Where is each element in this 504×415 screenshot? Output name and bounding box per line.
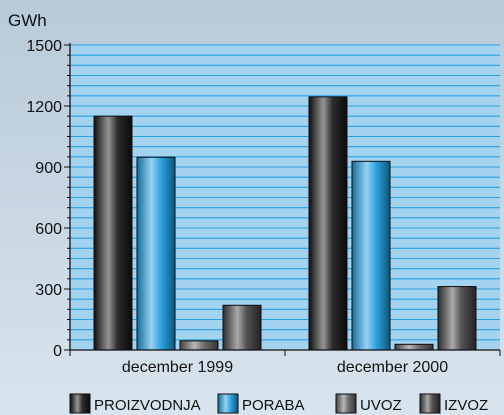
y-tick-label: 1500	[26, 38, 62, 55]
legend-label-izvoz: IZVOZ	[444, 397, 488, 414]
y-tick-label: 1200	[26, 99, 62, 116]
bars	[93, 96, 477, 351]
legend-label-uvoz: UVOZ	[360, 397, 402, 414]
bar-proizvodnja-2	[308, 96, 348, 351]
y-tick-label: 300	[35, 282, 62, 299]
y-tick-labels: 0 300 600 900 1200 1500	[26, 38, 62, 360]
y-tick-label: 600	[35, 221, 62, 238]
legend: PROIZVODNJA PORABA UVOZ IZVOZ	[69, 393, 488, 414]
x-category-label: december 1999	[122, 359, 233, 376]
x-category-label: december 2000	[337, 359, 448, 376]
axes	[64, 43, 501, 356]
legend-swatch-izvoz	[419, 393, 441, 414]
bar-proizvodnja-1	[93, 115, 133, 351]
bar-uvoz-1	[179, 340, 219, 351]
y-tick-label: 0	[53, 343, 62, 360]
x-category-labels: december 1999 december 2000	[122, 359, 448, 376]
legend-swatch-uvoz	[335, 393, 357, 414]
y-tick-label: 900	[35, 160, 62, 177]
bar-izvoz-2	[437, 286, 477, 351]
bar-poraba-1	[136, 156, 176, 351]
legend-swatch-poraba	[217, 393, 239, 414]
bar-izvoz-1	[222, 304, 262, 351]
bar-uvoz-2	[394, 343, 434, 351]
legend-swatch-proizvodnja	[69, 393, 91, 414]
bar-poraba-2	[351, 160, 391, 351]
y-unit-label: GWh	[8, 11, 47, 30]
legend-label-proizvodnja: PROIZVODNJA	[94, 397, 201, 414]
legend-label-poraba: PORABA	[242, 397, 305, 414]
